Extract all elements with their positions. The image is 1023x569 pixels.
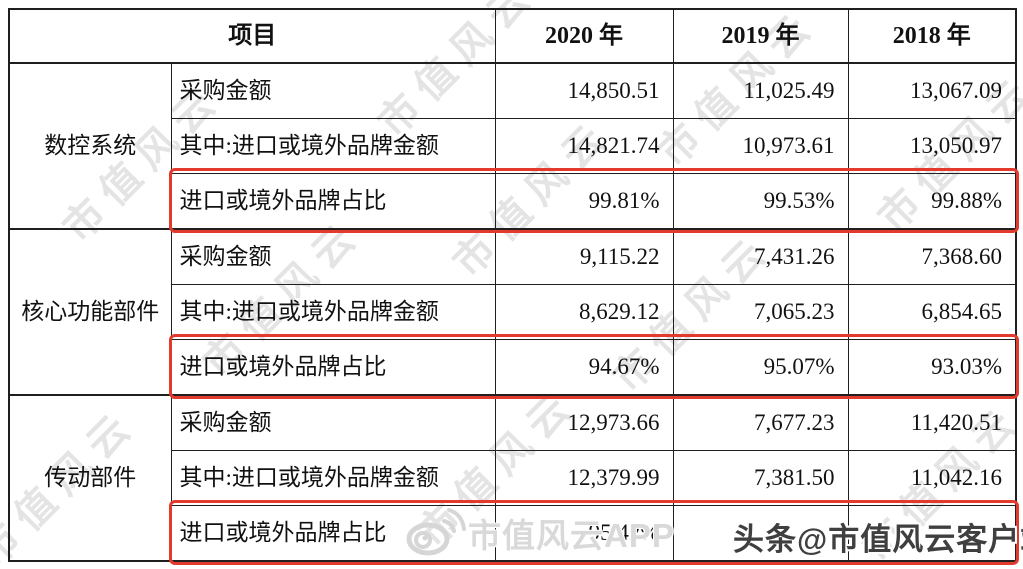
value-cell: 6,854.65 [847,284,1017,340]
value-cell: 99.81% [494,173,674,230]
value-cell: 12,379.99 [494,450,674,506]
row-label: 其中:进口或境外品牌金额 [170,118,496,174]
group-name-core-parts: 核心功能部件 [8,228,172,396]
value-cell: 14,821.74 [494,118,674,174]
value-cell: 11,420.51 [847,394,1017,451]
table-row-highlighted: 进口或境外品牌占比 99.81% 99.53% 99.88% [9,173,1017,230]
group-name-transmission-parts: 传动部件 [8,394,172,562]
table-row: 数控系统 采购金额 14,850.51 11,025.49 13,067.09 [8,62,1017,230]
row-label: 其中:进口或境外品牌金额 [170,450,496,506]
table-row: 其中:进口或境外品牌金额 12,379.99 7,381.50 11,042.1… [9,450,1017,506]
header-cell-year-2020: 2020 年 [494,8,674,64]
value-cell: 14,850.51 [494,62,674,119]
value-cell: 13,067.09 [847,62,1017,119]
value-cell-obscured [847,505,1017,562]
value-cell: 99.88% [847,173,1017,230]
value-cell-obscured [672,505,849,562]
row-label: 采购金额 [170,394,496,451]
value-cell: 95.07% [672,339,849,396]
value-cell: 93.03% [847,339,1017,396]
value-cell: 11,042.16 [847,450,1017,506]
row-label: 采购金额 [170,228,496,285]
procurement-table: 项目 2020 年 2019 年 2018 年 数控系统 采购金额 14,850… [8,8,1017,562]
row-label: 其中:进口或境外品牌金额 [170,284,496,340]
row-label: 进口或境外品牌占比 [170,339,496,396]
value-cell: 95.42% [494,505,674,562]
value-cell: 99.53% [672,173,849,230]
header-cell-year-2019: 2019 年 [672,8,849,64]
value-cell: 11,025.49 [672,62,849,119]
header-cell-item: 项目 [8,8,496,64]
row-label: 采购金额 [170,62,496,119]
value-cell: 9,115.22 [494,228,674,285]
table-row-highlighted: 进口或境外品牌占比 94.67% 95.07% 93.03% [9,339,1017,396]
table-row: 其中:进口或境外品牌金额 8,629.12 7,065.23 6,854.65 [9,284,1017,340]
table-row: 传动部件 采购金额 12,973.66 7,677.23 11,420.51 [8,394,1017,562]
value-cell: 13,050.97 [847,118,1017,174]
table-row: 核心功能部件 采购金额 9,115.22 7,431.26 7,368.60 [8,228,1017,396]
table-row-highlighted: 进口或境外品牌占比 95.42% [9,505,1017,562]
value-cell: 7,368.60 [847,228,1017,285]
row-label: 进口或境外品牌占比 [170,505,496,562]
value-cell: 8,629.12 [494,284,674,340]
header-row: 项目 2020 年 2019 年 2018 年 [8,8,1017,64]
value-cell: 12,973.66 [494,394,674,451]
value-cell: 7,677.23 [672,394,849,451]
value-cell: 94.67% [494,339,674,396]
header-cell-year-2018: 2018 年 [847,8,1017,64]
value-cell: 7,381.50 [672,450,849,506]
table-row: 其中:进口或境外品牌金额 14,821.74 10,973.61 13,050.… [9,118,1017,174]
row-label: 进口或境外品牌占比 [170,173,496,230]
value-cell: 10,973.61 [672,118,849,174]
value-cell: 7,065.23 [672,284,849,340]
group-name-cnc: 数控系统 [8,62,172,230]
value-cell: 7,431.26 [672,228,849,285]
